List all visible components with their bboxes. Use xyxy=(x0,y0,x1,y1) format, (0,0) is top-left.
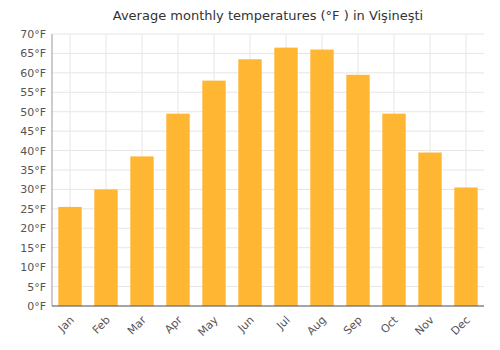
y-tick-label: 45°F xyxy=(20,125,46,138)
bar xyxy=(418,153,441,306)
y-axis-line xyxy=(52,34,53,306)
y-tick-label: 50°F xyxy=(20,106,46,119)
bar xyxy=(94,189,117,306)
y-tick-label: 65°F xyxy=(20,47,46,60)
x-tick-label: Feb xyxy=(90,314,113,337)
y-tick-label: 55°F xyxy=(20,86,46,99)
bar xyxy=(454,187,477,306)
bar xyxy=(310,50,333,306)
x-tick-label: Sep xyxy=(341,314,365,338)
bar xyxy=(58,207,81,306)
y-tick-label: 10°F xyxy=(20,261,46,274)
bar xyxy=(238,59,261,306)
y-grid-line xyxy=(52,34,484,35)
y-tick-label: 70°F xyxy=(20,28,46,41)
bar xyxy=(346,75,369,306)
bar xyxy=(202,81,225,306)
bar xyxy=(130,156,153,306)
grid xyxy=(52,34,484,306)
x-tick-label: Jul xyxy=(273,314,292,333)
y-tick-label: 25°F xyxy=(20,203,46,216)
x-tick-label: Dec xyxy=(449,314,473,338)
y-tick-label: 30°F xyxy=(20,183,46,196)
x-tick-label: Oct xyxy=(378,313,401,336)
bar xyxy=(166,114,189,306)
y-tick-label: 35°F xyxy=(20,164,46,177)
x-tick-label: Nov xyxy=(412,313,437,338)
y-tick-label: 0°F xyxy=(27,300,46,313)
x-tick-label: May xyxy=(196,313,222,339)
y-tick-label: 60°F xyxy=(20,67,46,80)
y-tick-label: 40°F xyxy=(20,145,46,158)
y-grid-line xyxy=(52,72,484,73)
x-tick-label: Mar xyxy=(125,313,149,337)
bar xyxy=(382,114,405,306)
chart: Average monthly temperatures (°F ) in Vi… xyxy=(0,0,500,350)
x-axis-line xyxy=(52,306,484,307)
bars xyxy=(58,48,477,306)
y-tick-label: 20°F xyxy=(20,222,46,235)
y-grid-line xyxy=(52,53,484,54)
x-tick-label: Jun xyxy=(235,314,257,336)
y-tick-label: 15°F xyxy=(20,242,46,255)
y-grid-line xyxy=(52,131,484,132)
y-grid-line xyxy=(52,306,484,307)
y-tick-label: 5°F xyxy=(27,281,46,294)
y-grid-line xyxy=(52,92,484,93)
y-grid-line xyxy=(52,111,484,112)
title: Average monthly temperatures (°F ) in Vi… xyxy=(113,8,423,23)
bar xyxy=(274,48,297,306)
x-tick-label: Aug xyxy=(304,314,328,338)
x-tick-label: Apr xyxy=(162,313,185,336)
x-tick-label: Jan xyxy=(55,314,77,336)
y-grid-line xyxy=(52,150,484,151)
